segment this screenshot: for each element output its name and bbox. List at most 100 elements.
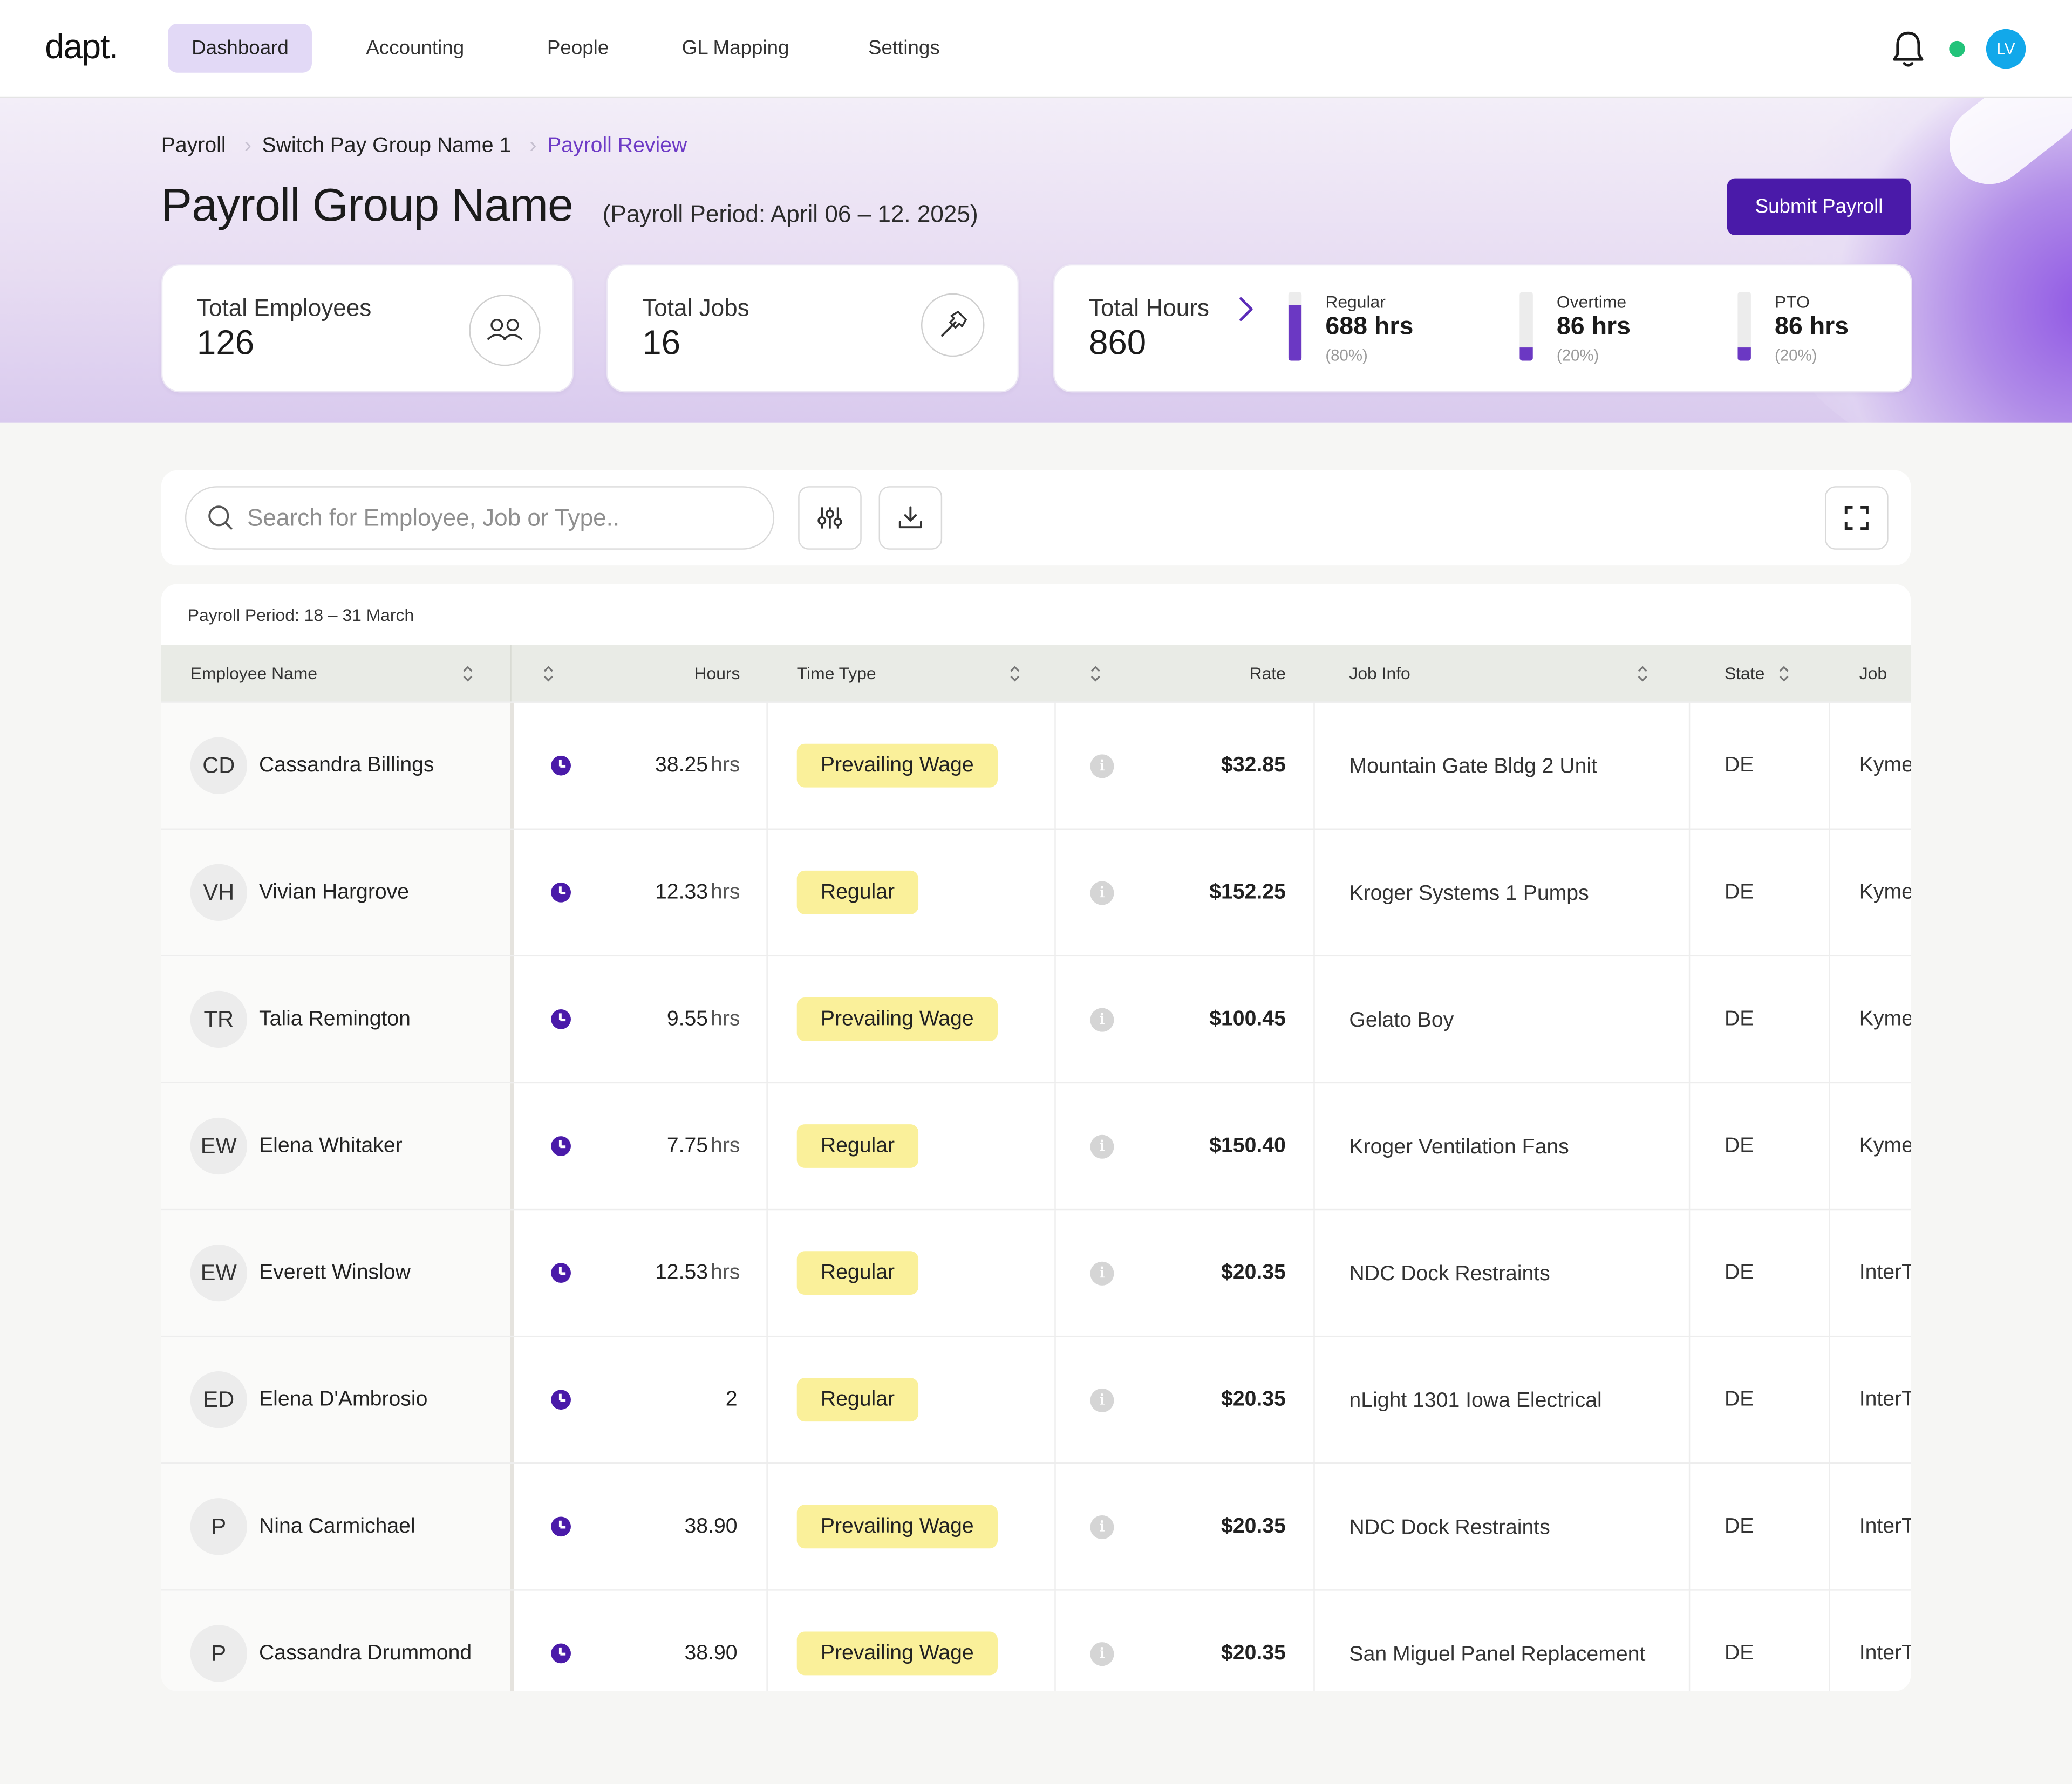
clock-icon[interactable] <box>551 1136 571 1156</box>
table-row[interactable]: VH Vivian Hargrove 12.33 hrs Regular i $152.25… <box>161 828 1911 957</box>
hours-unit: hrs <box>710 754 740 777</box>
clock-icon[interactable] <box>551 1263 571 1283</box>
hours-unit: hrs <box>710 1008 740 1031</box>
column-divider <box>1688 1210 1691 1337</box>
submit-payroll-button[interactable]: Submit Payroll <box>1727 178 1911 235</box>
job-info: Kroger Ventilation Fans <box>1349 1135 1569 1158</box>
table-row[interactable]: ED Elena D'Ambrosio 2 Regular i $20.35 nLight … <box>161 1335 1911 1464</box>
stat-value: 688 hrs <box>1325 313 1414 341</box>
column-time-type[interactable]: Time Type <box>796 663 876 683</box>
hours-unit: hrs <box>710 1261 740 1284</box>
bell-icon[interactable] <box>1890 29 1927 69</box>
employee-name[interactable]: Vivian Hargrove <box>259 881 410 904</box>
column-divider <box>1054 1337 1056 1464</box>
column-job[interactable]: Job <box>1859 663 1887 683</box>
clock-icon[interactable] <box>551 755 571 776</box>
employee-avatar: P <box>190 1498 247 1555</box>
sort-icon[interactable] <box>1089 663 1102 684</box>
info-icon[interactable]: i <box>1090 1388 1114 1412</box>
clock-icon[interactable] <box>551 1390 571 1410</box>
job-info: Gelato Boy <box>1349 1008 1454 1031</box>
nav-dashboard[interactable]: Dashboard <box>168 24 312 73</box>
employee-name[interactable]: Elena Whitaker <box>259 1134 403 1158</box>
info-icon[interactable]: i <box>1090 1008 1114 1032</box>
breadcrumb-pay-group[interactable]: Switch Pay Group Name 1 <box>262 134 512 158</box>
employee-cell: TR Talia Remington <box>161 956 514 1084</box>
hours-value: 12.53 hrs <box>655 1210 740 1337</box>
table-row[interactable]: TR Talia Remington 9.55 hrs Prevailing Wage i… <box>161 955 1911 1084</box>
column-divider <box>1688 1083 1691 1211</box>
sort-icon[interactable] <box>1008 663 1021 684</box>
rate-value: $20.35 <box>1221 1388 1286 1411</box>
employee-name[interactable]: Talia Remington <box>259 1008 411 1031</box>
table-row[interactable]: EW Elena Whitaker 7.75 hrs Regular i $150.40 Kr… <box>161 1082 1911 1211</box>
sort-icon[interactable] <box>461 663 474 684</box>
job-value: Kyme <box>1859 1134 1911 1158</box>
job-info: NDC Dock Restraints <box>1349 1516 1550 1539</box>
rate-value: $32.85 <box>1221 754 1286 777</box>
column-job-info[interactable]: Job Info <box>1349 663 1410 683</box>
hours-number: 38.90 <box>684 1515 738 1538</box>
employee-name[interactable]: Cassandra Drummond <box>259 1642 472 1665</box>
download-button[interactable] <box>878 486 943 550</box>
app-logo[interactable]: dapt. <box>45 26 119 66</box>
employee-avatar: P <box>190 1625 247 1682</box>
column-divider <box>1688 829 1691 957</box>
table-row[interactable]: P Cassandra Drummond 38.90 Prevailing Wage i… <box>161 1589 1911 1691</box>
employee-avatar: CD <box>190 737 247 794</box>
column-hours[interactable]: Hours <box>694 663 740 683</box>
clock-icon[interactable] <box>551 1009 571 1029</box>
card-value: 860 <box>1088 322 1147 363</box>
info-icon[interactable]: i <box>1090 1134 1114 1159</box>
chevron-right-icon[interactable] <box>1237 295 1255 324</box>
top-nav: dapt. Dashboard Accounting People GL Map… <box>0 0 2072 98</box>
sort-icon[interactable] <box>1636 663 1649 684</box>
column-rate[interactable]: Rate <box>1249 663 1286 683</box>
stat-percent: (20%) <box>1556 346 1599 365</box>
employee-name[interactable]: Elena D'Ambrosio <box>259 1388 428 1411</box>
column-divider <box>1829 1210 1830 1337</box>
employee-cell: EW Elena Whitaker <box>161 1083 514 1211</box>
column-divider <box>1054 1464 1056 1591</box>
sort-icon[interactable] <box>1777 663 1790 684</box>
expand-icon <box>1844 505 1869 530</box>
search-box[interactable] <box>185 486 775 550</box>
hours-number: 38.90 <box>684 1642 738 1665</box>
fullscreen-button[interactable] <box>1825 486 1889 550</box>
info-icon[interactable]: i <box>1090 1261 1114 1286</box>
user-avatar[interactable]: LV <box>1986 29 2026 69</box>
employee-name[interactable]: Nina Carmichael <box>259 1515 415 1538</box>
info-icon[interactable]: i <box>1090 1515 1114 1540</box>
employee-cell: VH Vivian Hargrove <box>161 829 514 957</box>
table-row[interactable]: EW Everett Winslow 12.53 hrs Regular i $20.35 N… <box>161 1208 1911 1337</box>
employee-name[interactable]: Everett Winslow <box>259 1261 411 1284</box>
clock-icon[interactable] <box>551 1643 571 1664</box>
filter-button[interactable] <box>798 486 862 550</box>
table-row[interactable]: P Nina Carmichael 38.90 Prevailing Wage i $20… <box>161 1462 1911 1591</box>
column-state[interactable]: State <box>1724 663 1765 683</box>
info-icon[interactable]: i <box>1090 754 1114 778</box>
clock-icon[interactable] <box>551 1516 571 1537</box>
nav-accounting[interactable]: Accounting <box>366 37 465 60</box>
nav-settings[interactable]: Settings <box>868 37 940 60</box>
hours-value: 38.90 <box>684 1591 740 1691</box>
column-employee-name[interactable]: Employee Name <box>190 663 318 683</box>
column-divider <box>1688 1464 1691 1591</box>
search-input[interactable] <box>244 487 752 549</box>
employee-name[interactable]: Cassandra Billings <box>259 754 434 777</box>
info-icon[interactable]: i <box>1090 1642 1114 1666</box>
nav-people[interactable]: People <box>547 37 609 60</box>
hours-value: 7.75 hrs <box>667 1083 740 1210</box>
hours-unit: hrs <box>710 881 740 904</box>
clock-icon[interactable] <box>551 882 571 903</box>
table-row[interactable]: CD Cassandra Billings 38.25 hrs Prevailing W… <box>161 701 1911 830</box>
column-divider <box>766 829 768 957</box>
sort-icon[interactable] <box>542 663 555 684</box>
column-divider <box>1054 1210 1056 1337</box>
breadcrumb-current: Payroll Review <box>547 134 687 158</box>
nav-gl-mapping[interactable]: GL Mapping <box>681 37 789 60</box>
time-type-badge: Regular <box>796 1124 919 1168</box>
info-icon[interactable]: i <box>1090 881 1114 905</box>
employee-avatar: ED <box>190 1371 247 1428</box>
breadcrumb-payroll[interactable]: Payroll <box>161 134 226 158</box>
